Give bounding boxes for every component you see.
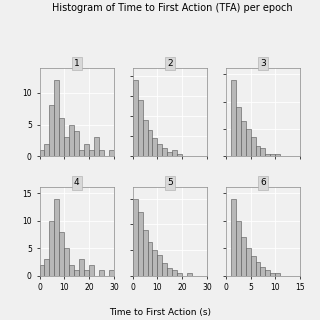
- Bar: [163, 148, 167, 156]
- Bar: [152, 138, 157, 156]
- Bar: [89, 150, 94, 156]
- Bar: [157, 255, 163, 276]
- Bar: [94, 137, 99, 156]
- Bar: [157, 144, 163, 156]
- Bar: [50, 221, 54, 276]
- Bar: [99, 270, 104, 276]
- Bar: [132, 80, 138, 156]
- Bar: [255, 146, 260, 156]
- Bar: [276, 273, 280, 276]
- Bar: [60, 118, 64, 156]
- Bar: [148, 130, 152, 156]
- Bar: [44, 144, 50, 156]
- Title: 2: 2: [167, 59, 173, 68]
- Bar: [69, 265, 74, 276]
- Bar: [84, 270, 89, 276]
- Bar: [260, 267, 265, 276]
- Bar: [265, 154, 270, 156]
- Bar: [167, 152, 172, 156]
- Bar: [109, 150, 114, 156]
- Bar: [172, 270, 177, 276]
- Bar: [236, 221, 241, 276]
- Bar: [54, 199, 60, 276]
- Title: 4: 4: [74, 178, 80, 187]
- Bar: [89, 265, 94, 276]
- Bar: [74, 270, 79, 276]
- Bar: [241, 237, 245, 276]
- Bar: [54, 80, 60, 156]
- Bar: [260, 148, 265, 156]
- Bar: [236, 107, 241, 156]
- Bar: [177, 155, 182, 156]
- Bar: [241, 121, 245, 156]
- Bar: [270, 273, 276, 276]
- Bar: [39, 150, 44, 156]
- Bar: [69, 124, 74, 156]
- Bar: [167, 268, 172, 276]
- Bar: [39, 265, 44, 276]
- Bar: [138, 100, 142, 156]
- Bar: [79, 150, 84, 156]
- Title: 5: 5: [167, 178, 173, 187]
- Bar: [79, 259, 84, 276]
- Title: 1: 1: [74, 59, 80, 68]
- Bar: [276, 154, 280, 156]
- Title: 3: 3: [260, 59, 266, 68]
- Text: Time to First Action (s): Time to First Action (s): [109, 308, 211, 317]
- Bar: [74, 131, 79, 156]
- Bar: [142, 120, 148, 156]
- Bar: [60, 232, 64, 276]
- Bar: [152, 250, 157, 276]
- Bar: [245, 248, 251, 276]
- Bar: [265, 270, 270, 276]
- Bar: [231, 80, 236, 156]
- Text: Histogram of Time to First Action (TFA) per epoch: Histogram of Time to First Action (TFA) …: [52, 3, 293, 13]
- Bar: [64, 248, 69, 276]
- Bar: [138, 212, 142, 276]
- Bar: [251, 137, 255, 156]
- Bar: [109, 270, 114, 276]
- Bar: [142, 229, 148, 276]
- Bar: [163, 263, 167, 276]
- Bar: [251, 256, 255, 276]
- Bar: [132, 199, 138, 276]
- Title: 6: 6: [260, 178, 266, 187]
- Bar: [245, 129, 251, 156]
- Bar: [44, 259, 50, 276]
- Bar: [270, 154, 276, 156]
- Bar: [231, 199, 236, 276]
- Bar: [172, 150, 177, 156]
- Bar: [64, 137, 69, 156]
- Bar: [84, 144, 89, 156]
- Bar: [255, 262, 260, 276]
- Bar: [177, 273, 182, 276]
- Bar: [187, 273, 192, 276]
- Bar: [148, 242, 152, 276]
- Bar: [99, 150, 104, 156]
- Bar: [50, 105, 54, 156]
